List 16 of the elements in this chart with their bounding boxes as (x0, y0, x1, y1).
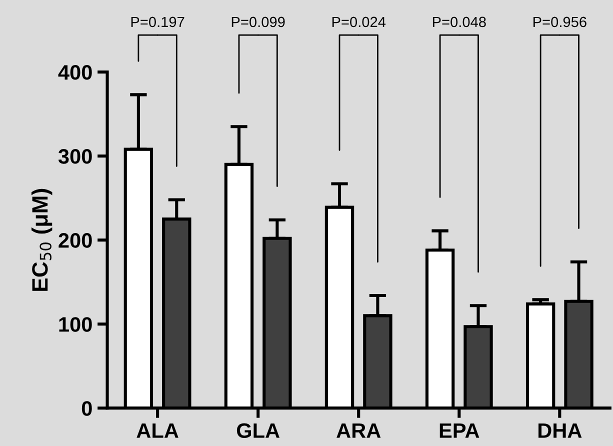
x-tick-label: ALA (136, 423, 178, 438)
text: P=0.956 (534, 16, 586, 28)
x-tick-label: ARA (336, 423, 381, 438)
x-tick-label: DHA (538, 423, 582, 438)
y-tick-label: 0 (82, 401, 92, 416)
text: P=0.099 (232, 16, 285, 28)
x-tick-label: EPA (440, 423, 480, 438)
y-axis-title: EC$_{50}$ (μM) (31, 188, 52, 291)
y-tick-label: 100 (59, 317, 92, 332)
text: P=0.024 (332, 16, 386, 28)
text: P=0.048 (432, 16, 486, 28)
x-tick-label: GLA (236, 423, 280, 438)
y-tick-label: 300 (58, 149, 92, 164)
text: P=0.197 (131, 16, 184, 28)
y-tick-label: 400 (58, 65, 92, 80)
y-tick-label: 200 (58, 233, 92, 248)
